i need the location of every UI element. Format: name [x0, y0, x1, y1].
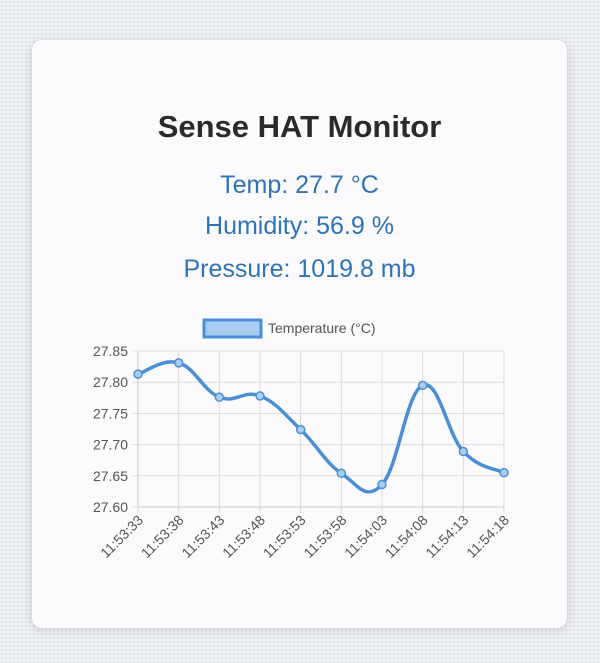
x-tick-label: 11:54:08	[382, 512, 431, 561]
chart-grid	[132, 350, 505, 513]
chart-series	[133, 358, 509, 494]
x-tick-label: 11:53:48	[219, 512, 268, 561]
x-tick-label: 11:53:33	[97, 512, 146, 561]
x-tick-label: 11:53:43	[178, 512, 227, 561]
x-tick-label: 11:53:53	[260, 512, 309, 561]
chart-legend[interactable]: Temperature (°C)	[202, 318, 376, 339]
humidity-reading: Humidity: 56.9 %	[205, 212, 394, 240]
x-tick-label: 11:54:13	[422, 512, 471, 561]
x-tick-label: 11:54:18	[463, 512, 512, 561]
y-tick-label: 27.65	[93, 468, 128, 484]
data-point	[255, 391, 265, 401]
data-point	[336, 468, 347, 479]
data-point	[133, 369, 143, 379]
data-point	[173, 358, 184, 368]
y-tick-label: 27.75	[93, 405, 128, 421]
x-tick-label: 11:54:03	[341, 512, 390, 561]
x-tick-label: 11:53:58	[300, 512, 349, 561]
data-point	[295, 424, 306, 435]
temperature-chart: 27.8527.8027.7527.7027.6527.6011:53:3311…	[93, 318, 512, 561]
legend-swatch[interactable]	[202, 318, 263, 339]
pressure-reading: Pressure: 1019.8 mb	[183, 255, 416, 283]
temperature-reading: Temp: 27.7 °C	[220, 171, 379, 199]
data-point	[214, 392, 225, 402]
x-tick-label: 11:53:38	[138, 512, 187, 561]
page-title: Sense HAT Monitor	[157, 109, 442, 144]
data-point	[417, 380, 428, 391]
y-tick-label: 27.60	[93, 499, 128, 515]
chart-axes: 27.8527.8027.7527.7027.6527.6011:53:3311…	[93, 343, 512, 561]
y-tick-label: 27.85	[93, 343, 128, 359]
y-tick-label: 27.80	[93, 374, 128, 390]
temperature-line	[136, 360, 506, 494]
data-point	[377, 479, 387, 490]
monitor-card: Sense HAT Monitor Temp: 27.7 °C Humidity…	[32, 40, 567, 628]
y-tick-label: 27.70	[93, 437, 128, 453]
legend-label[interactable]: Temperature (°C)	[268, 320, 376, 336]
data-point	[458, 446, 469, 457]
data-point	[499, 467, 509, 478]
